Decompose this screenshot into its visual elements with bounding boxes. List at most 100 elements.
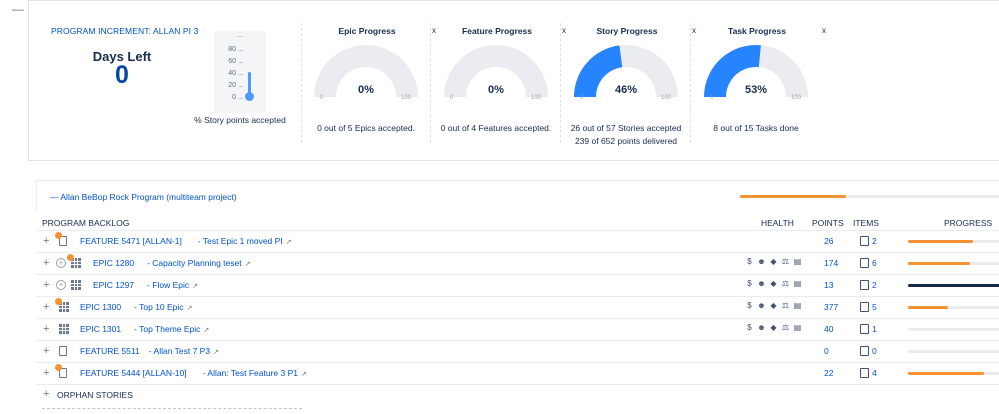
item-key-link[interactable]: EPIC 1297 xyxy=(93,280,135,290)
team-icon[interactable]: ☻ xyxy=(757,257,766,266)
item-title-link[interactable]: - Top 10 Epic ↗ xyxy=(134,302,192,312)
health-indicators: $ ☻ ◆ ⚖ ▤ xyxy=(745,279,802,289)
item-key-link[interactable]: FEATURE 5444 [ALLAN-10] xyxy=(80,368,187,378)
calendar-icon[interactable]: ▤ xyxy=(793,301,802,310)
close-icon[interactable]: x xyxy=(692,26,696,35)
points-value[interactable]: 0 xyxy=(824,346,829,356)
table-row[interactable]: + + EPIC 1280 - Capacity Planning teset ↗ $ ☻ ◆… xyxy=(36,253,999,275)
gauge-panel: Story Progress x 0 100 46% 26 out of 57 … xyxy=(571,23,700,146)
budget-icon[interactable]: $ xyxy=(747,323,752,332)
expand-children-icon[interactable]: + xyxy=(56,280,66,290)
external-link-icon[interactable]: ↗ xyxy=(244,261,251,268)
item-title-link[interactable]: - Allan Test 7 P3 ↗ xyxy=(149,346,219,356)
expand-icon[interactable]: + xyxy=(43,388,50,400)
expand-icon[interactable]: + xyxy=(43,345,50,357)
external-link-icon[interactable]: ↗ xyxy=(186,305,193,312)
items-icon xyxy=(860,258,869,268)
balance-icon[interactable]: ⚖ xyxy=(781,257,790,266)
item-title-text[interactable]: - Allan Test 7 P3 xyxy=(148,346,211,356)
points-value[interactable]: 40 xyxy=(824,324,834,334)
balance-icon[interactable]: ⚖ xyxy=(781,301,790,310)
item-key-link[interactable]: FEATURE 5471 [ALLAN-1] xyxy=(80,236,182,246)
team-icon[interactable]: ☻ xyxy=(757,301,766,310)
epic-icon xyxy=(59,324,69,334)
points-value[interactable]: 174 xyxy=(824,258,839,268)
item-title-text[interactable]: - Flow Epic xyxy=(147,280,190,290)
column-points: POINTS xyxy=(812,218,844,228)
expand-icon[interactable]: + xyxy=(43,301,50,313)
gauge-caption-line: 8 out of 15 Tasks done xyxy=(713,123,799,133)
table-row[interactable]: + FEATURE 5444 [ALLAN-10] - Allan: Test Fe… xyxy=(36,363,999,385)
item-title-link[interactable]: - Allan: Test Feature 3 P1 ↗ xyxy=(203,368,307,378)
team-icon[interactable]: ☻ xyxy=(757,279,766,288)
table-row[interactable]: + EPIC 1300 - Top 10 Epic ↗ $ ☻ ◆ ⚖ ▤ 377 5 xyxy=(36,297,999,319)
external-link-icon[interactable]: ↗ xyxy=(285,239,292,246)
close-icon[interactable]: x xyxy=(822,26,826,35)
points-value[interactable]: 13 xyxy=(824,280,834,290)
calendar-icon[interactable]: ▤ xyxy=(793,323,802,332)
budget-icon[interactable]: $ xyxy=(747,257,752,266)
item-title-text[interactable]: - Top Theme Epic xyxy=(134,324,201,334)
item-key-link[interactable]: EPIC 1280 xyxy=(93,258,135,268)
item-title-text[interactable]: - Test Epic 1 moved PI xyxy=(197,236,283,246)
table-row[interactable]: + + EPIC 1297 - Flow Epic ↗ $ ☻ ◆ ⚖ ▤ 13 2 xyxy=(36,275,999,297)
item-key-link[interactable]: EPIC 1301 xyxy=(80,324,122,334)
gauge-max-label: 100 xyxy=(531,95,542,101)
item-title-text[interactable]: - Allan: Test Feature 3 P1 xyxy=(202,368,298,378)
item-key-link[interactable]: EPIC 1300 xyxy=(80,302,122,312)
risk-icon[interactable]: ◆ xyxy=(770,301,777,310)
flag-icon xyxy=(55,364,62,371)
external-link-icon[interactable]: ↗ xyxy=(192,283,199,290)
program-increment-title[interactable]: PROGRAM INCREMENT: ALLAN PI 3 xyxy=(51,26,199,36)
external-link-icon[interactable]: ↗ xyxy=(213,349,219,356)
item-title-link[interactable]: - Flow Epic ↗ xyxy=(147,280,198,290)
items-count[interactable]: 1 xyxy=(872,324,877,334)
table-row[interactable]: + EPIC 1301 - Top Theme Epic ↗ $ ☻ ◆ ⚖ ▤ 40 1 xyxy=(36,319,999,341)
item-title-text[interactable]: - Top 10 Epic xyxy=(134,302,184,312)
points-value[interactable]: 377 xyxy=(824,302,839,312)
item-key-link[interactable]: FEATURE 5511 xyxy=(80,346,140,356)
program-name-link[interactable]: — Allan BeBop Rock Program (multiteam pr… xyxy=(50,192,237,202)
external-link-icon[interactable]: ↗ xyxy=(203,327,210,334)
table-row[interactable]: + FEATURE 5471 [ALLAN-1] - Test Epic 1 mov… xyxy=(36,231,999,253)
items-count[interactable]: 0 xyxy=(872,346,877,356)
feature-icon xyxy=(59,346,67,356)
expand-icon[interactable]: + xyxy=(43,257,50,269)
risk-icon[interactable]: ◆ xyxy=(770,257,777,266)
expand-icon[interactable]: + xyxy=(43,367,50,379)
collapse-toggle[interactable]: — xyxy=(12,2,24,16)
calendar-icon[interactable]: ▤ xyxy=(793,279,802,288)
gauge-min-label: 0 xyxy=(450,95,454,101)
item-title-link[interactable]: - Top Theme Epic ↗ xyxy=(134,324,209,334)
close-icon[interactable]: x xyxy=(562,26,566,35)
close-icon[interactable]: x xyxy=(432,26,436,35)
items-count[interactable]: 5 xyxy=(872,302,877,312)
expand-icon[interactable]: + xyxy=(43,279,50,291)
external-link-icon[interactable]: ↗ xyxy=(300,371,307,378)
items-count[interactable]: 2 xyxy=(872,236,877,246)
items-count[interactable]: 2 xyxy=(872,280,877,290)
points-value[interactable]: 26 xyxy=(824,236,834,246)
risk-icon[interactable]: ◆ xyxy=(770,279,777,288)
budget-icon[interactable]: $ xyxy=(747,301,752,310)
risk-icon[interactable]: ◆ xyxy=(770,323,777,332)
items-count[interactable]: 6 xyxy=(872,258,877,268)
items-count[interactable]: 4 xyxy=(872,368,877,378)
item-title-text[interactable]: - Capacity Planning teset xyxy=(147,258,242,268)
program-backlog-title: PROGRAM BACKLOG xyxy=(42,218,130,228)
thermometer-tick: 0 xyxy=(232,94,236,101)
row-progress-fill xyxy=(908,372,985,375)
calendar-icon[interactable]: ▤ xyxy=(793,257,802,266)
table-row[interactable]: + FEATURE 5511 - Allan Test 7 P3 ↗ 0 0 xyxy=(36,341,999,363)
expand-icon[interactable]: + xyxy=(43,235,50,247)
expand-children-icon[interactable]: + xyxy=(56,258,66,268)
orphan-stories-row[interactable]: + ORPHAN STORIES xyxy=(36,385,999,407)
balance-icon[interactable]: ⚖ xyxy=(781,279,790,288)
item-title-link[interactable]: - Test Epic 1 moved PI ↗ xyxy=(198,236,292,246)
points-value[interactable]: 22 xyxy=(824,368,834,378)
team-icon[interactable]: ☻ xyxy=(757,323,766,332)
expand-icon[interactable]: + xyxy=(43,323,50,335)
item-title-link[interactable]: - Capacity Planning teset ↗ xyxy=(147,258,250,268)
budget-icon[interactable]: $ xyxy=(747,279,752,288)
balance-icon[interactable]: ⚖ xyxy=(781,323,790,332)
